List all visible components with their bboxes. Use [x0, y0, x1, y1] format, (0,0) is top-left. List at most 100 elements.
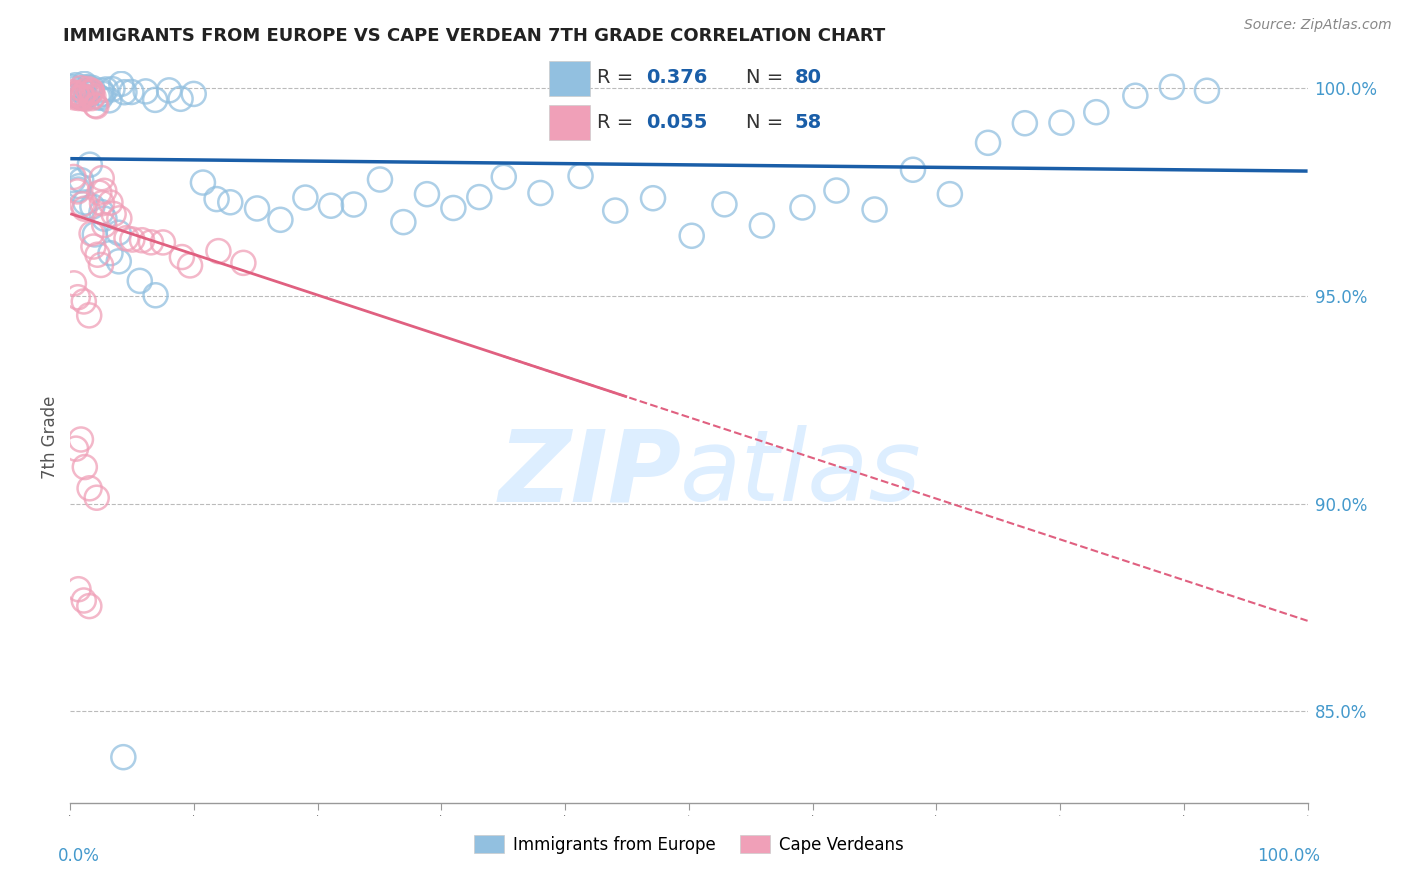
Point [112, 85, 135, 99]
Point [183, 87, 205, 101]
Point [863, 202, 886, 217]
Point [112, 750, 135, 764]
Point [681, 228, 703, 243]
Point [605, 203, 627, 218]
Point [529, 186, 551, 200]
Point [86, 491, 108, 505]
Point [65, 87, 87, 102]
Point [75, 90, 97, 104]
Y-axis label: 7th Grade: 7th Grade [41, 395, 59, 479]
Point [63, 90, 86, 104]
Bar [548, 105, 589, 140]
Point [79, 86, 101, 100]
Point [86, 99, 108, 113]
Point [1050, 116, 1073, 130]
Point [121, 233, 143, 247]
Point [70, 88, 93, 103]
Point [72, 90, 94, 104]
Point [1123, 88, 1146, 103]
Point [73, 593, 96, 607]
Point [392, 215, 415, 229]
Point [108, 211, 131, 226]
Point [939, 187, 962, 202]
Point [77, 80, 100, 95]
Point [1014, 116, 1036, 130]
Point [80, 85, 103, 99]
Text: R =: R = [598, 113, 640, 132]
Point [62, 85, 84, 99]
Point [468, 190, 491, 204]
Point [79, 481, 101, 495]
Point [128, 274, 150, 288]
Point [82, 239, 104, 253]
Text: IMMIGRANTS FROM EUROPE VS CAPE VERDEAN 7TH GRADE CORRELATION CHART: IMMIGRANTS FROM EUROPE VS CAPE VERDEAN 7… [63, 27, 886, 45]
Point [93, 218, 115, 232]
Text: 0.0%: 0.0% [58, 847, 100, 864]
Point [977, 136, 1000, 150]
Point [115, 231, 138, 245]
Point [100, 195, 122, 210]
Point [70, 81, 93, 95]
Point [72, 85, 94, 99]
Text: 0.055: 0.055 [645, 113, 707, 132]
Point [100, 246, 122, 260]
Text: 0.376: 0.376 [645, 69, 707, 87]
Point [82, 200, 104, 214]
Point [83, 227, 105, 242]
Point [492, 169, 515, 184]
Point [70, 89, 93, 103]
Point [1160, 79, 1182, 94]
Point [91, 196, 114, 211]
Point [73, 85, 96, 99]
Point [80, 80, 103, 95]
Point [294, 191, 316, 205]
Point [65, 88, 87, 103]
Point [63, 277, 86, 291]
Point [792, 201, 814, 215]
Point [157, 83, 180, 97]
Point [269, 212, 291, 227]
Point [70, 90, 93, 104]
Point [79, 84, 101, 98]
Legend: Immigrants from Europe, Cape Verdeans: Immigrants from Europe, Cape Verdeans [468, 829, 910, 860]
Point [139, 235, 162, 250]
Point [86, 248, 108, 262]
Point [73, 460, 96, 475]
Point [319, 199, 342, 213]
Point [93, 184, 115, 198]
Point [343, 197, 366, 211]
Point [80, 227, 103, 241]
Point [73, 294, 96, 309]
Point [103, 207, 125, 221]
Point [70, 173, 93, 187]
Point [207, 244, 229, 259]
Point [205, 192, 228, 206]
Point [79, 87, 101, 101]
Point [170, 250, 193, 264]
Point [191, 176, 214, 190]
Point [441, 201, 464, 215]
Point [90, 171, 112, 186]
Point [67, 183, 90, 197]
Point [93, 211, 115, 226]
Point [89, 186, 111, 200]
Point [89, 91, 111, 105]
Text: atlas: atlas [679, 425, 921, 522]
Point [90, 84, 112, 98]
Text: Source: ZipAtlas.com: Source: ZipAtlas.com [1244, 18, 1392, 32]
Text: 58: 58 [794, 113, 823, 132]
Point [110, 77, 132, 91]
Point [90, 258, 112, 272]
Point [72, 91, 94, 105]
Point [135, 84, 157, 98]
Point [65, 87, 87, 101]
Point [77, 309, 100, 323]
Point [219, 195, 242, 210]
Point [65, 78, 87, 93]
Point [641, 191, 664, 205]
Point [75, 195, 97, 210]
Point [1195, 84, 1218, 98]
Point [145, 288, 167, 302]
Text: 80: 80 [794, 69, 821, 87]
Text: ZIP: ZIP [499, 425, 682, 522]
